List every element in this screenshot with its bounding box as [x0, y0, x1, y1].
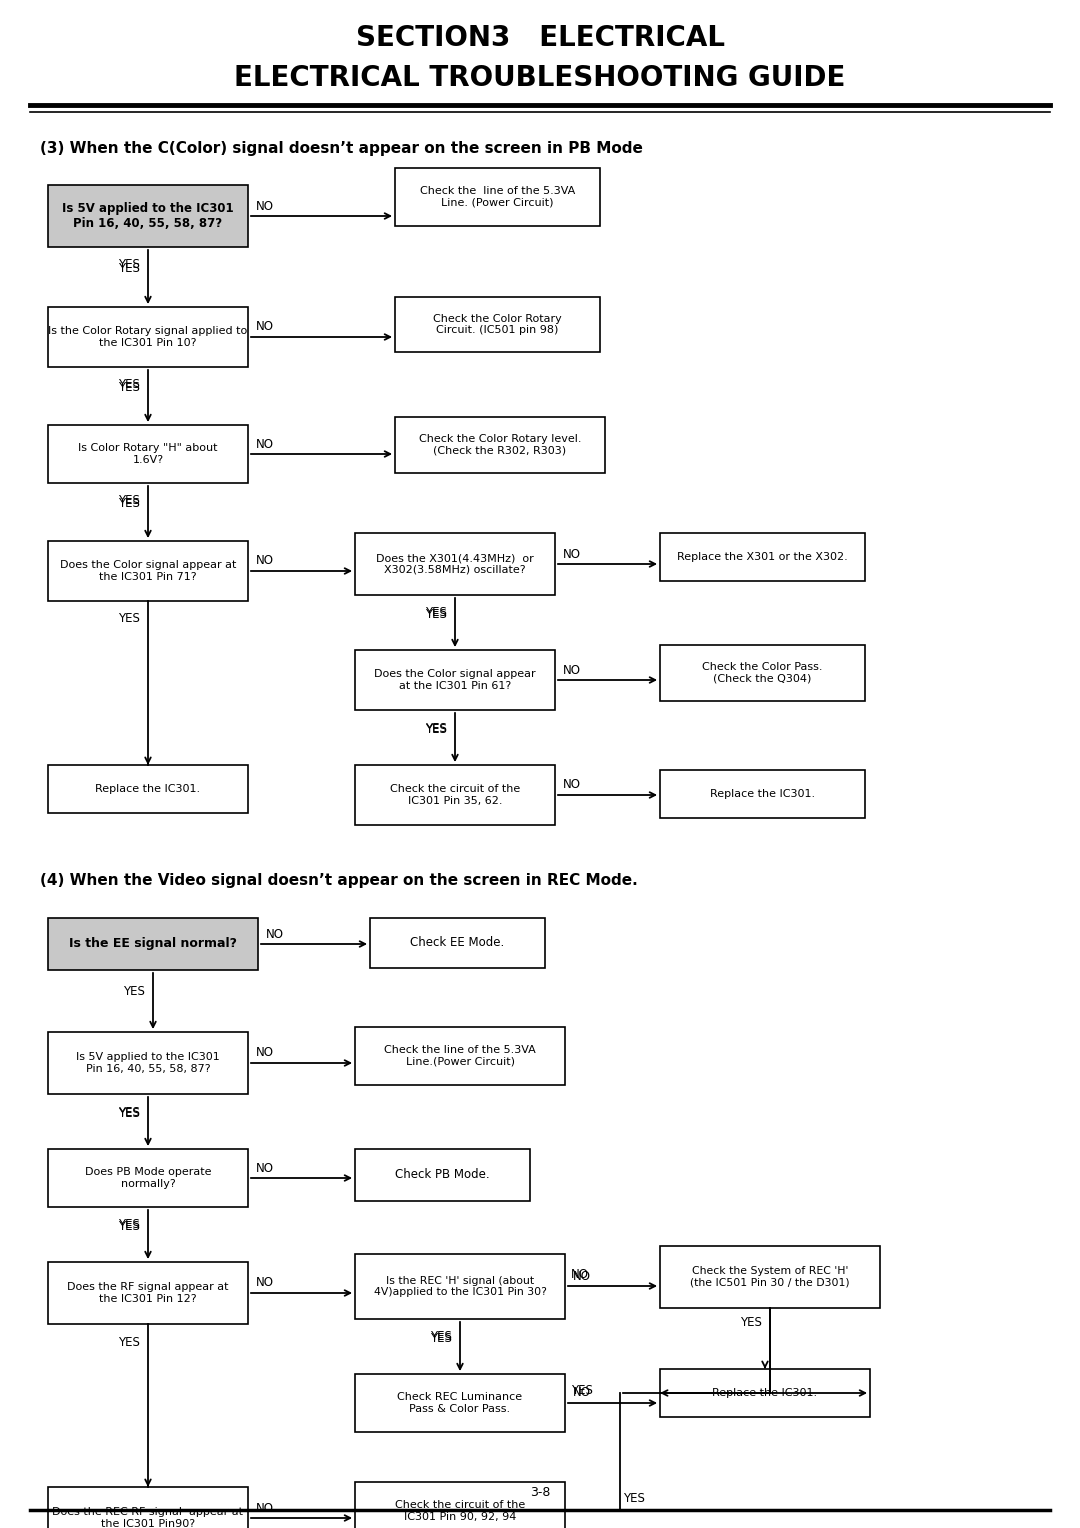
Bar	[395, 168, 600, 226]
Bar	[48, 185, 248, 248]
Text: (3) When the C(Color) signal doesn’t appear on the screen in PB Mode: (3) When the C(Color) signal doesn’t app…	[40, 141, 643, 156]
Text: NO: NO	[256, 200, 274, 212]
Bar	[660, 1245, 880, 1308]
Text: Replace the IC301.: Replace the IC301.	[710, 788, 815, 799]
Bar	[48, 1149, 248, 1207]
Text: NO: NO	[256, 321, 274, 333]
Text: YES: YES	[118, 1219, 140, 1233]
Text: NO: NO	[571, 1268, 589, 1280]
Bar	[660, 770, 865, 817]
Text: Replace the IC301.: Replace the IC301.	[713, 1387, 818, 1398]
Text: NO: NO	[256, 1161, 274, 1175]
Text: Check EE Mode.: Check EE Mode.	[410, 937, 504, 949]
Text: YES: YES	[571, 1384, 593, 1398]
Text: Is the REC 'H' signal (about
4V)applied to the IC301 Pin 30?: Is the REC 'H' signal (about 4V)applied …	[374, 1276, 546, 1297]
Text: NO: NO	[563, 663, 581, 677]
Text: Is the EE signal normal?: Is the EE signal normal?	[69, 938, 237, 950]
Text: Does PB Mode operate
normally?: Does PB Mode operate normally?	[84, 1167, 212, 1189]
Text: YES: YES	[430, 1332, 453, 1345]
Text: (4) When the Video signal doesn’t appear on the screen in REC Mode.: (4) When the Video signal doesn’t appear…	[40, 872, 638, 888]
Text: NO: NO	[256, 555, 274, 567]
Text: YES: YES	[123, 986, 145, 998]
Text: YES: YES	[426, 723, 447, 736]
Bar	[660, 645, 865, 701]
Text: YES: YES	[118, 495, 140, 507]
Bar	[355, 1149, 530, 1201]
Text: Replace the IC301.: Replace the IC301.	[95, 784, 201, 795]
Bar	[48, 1487, 248, 1528]
Bar	[355, 1254, 565, 1319]
Bar	[660, 533, 865, 581]
Text: YES: YES	[118, 258, 140, 272]
Text: YES: YES	[426, 721, 447, 735]
Text: Does the Color signal appear
at the IC301 Pin 61?: Does the Color signal appear at the IC30…	[374, 669, 536, 691]
Bar	[355, 1374, 565, 1432]
Text: YES: YES	[118, 497, 140, 510]
Bar	[395, 296, 600, 351]
Bar	[48, 307, 248, 367]
Bar	[48, 1031, 248, 1094]
Text: NO: NO	[256, 437, 274, 451]
Text: Check the line of the 5.3VA
Line.(Power Circuit): Check the line of the 5.3VA Line.(Power …	[384, 1045, 536, 1067]
Text: Check the circuit of the
IC301 Pin 35, 62.: Check the circuit of the IC301 Pin 35, 6…	[390, 784, 521, 805]
Text: NO: NO	[256, 1502, 274, 1514]
Bar	[48, 1262, 248, 1323]
Text: YES: YES	[118, 261, 140, 275]
Text: YES: YES	[426, 608, 447, 620]
Text: Does the REC RF signal  appear at
the IC301 Pin90?: Does the REC RF signal appear at the IC3…	[53, 1507, 243, 1528]
Bar	[660, 1369, 870, 1416]
Text: YES: YES	[426, 607, 447, 619]
Text: Does the RF signal appear at
the IC301 Pin 12?: Does the RF signal appear at the IC301 P…	[67, 1282, 229, 1303]
Text: Check the System of REC 'H'
(the IC501 Pin 30 / the D301): Check the System of REC 'H' (the IC501 P…	[690, 1267, 850, 1288]
Bar	[355, 649, 555, 711]
Text: SECTION3   ELECTRICAL: SECTION3 ELECTRICAL	[355, 24, 725, 52]
Text: Is Color Rotary "H" about
1.6V?: Is Color Rotary "H" about 1.6V?	[78, 443, 218, 465]
Text: Check REC Luminance
Pass & Color Pass.: Check REC Luminance Pass & Color Pass.	[397, 1392, 523, 1413]
Text: YES: YES	[118, 1106, 140, 1120]
Text: YES: YES	[740, 1317, 762, 1329]
Text: NO: NO	[563, 778, 581, 792]
Bar	[355, 1027, 565, 1085]
Text: YES: YES	[118, 380, 140, 394]
Text: Does the X301(4.43MHz)  or
X302(3.58MHz) oscillate?: Does the X301(4.43MHz) or X302(3.58MHz) …	[376, 553, 534, 575]
Bar	[48, 918, 258, 970]
Text: NO: NO	[573, 1386, 591, 1400]
Text: 3-8: 3-8	[530, 1487, 550, 1499]
Text: YES: YES	[430, 1331, 453, 1343]
Bar	[48, 766, 248, 813]
Text: Is 5V applied to the IC301
Pin 16, 40, 55, 58, 87?: Is 5V applied to the IC301 Pin 16, 40, 5…	[63, 202, 233, 231]
Text: Is 5V applied to the IC301
Pin 16, 40, 55, 58, 87?: Is 5V applied to the IC301 Pin 16, 40, 5…	[76, 1053, 220, 1074]
Text: NO: NO	[256, 1047, 274, 1059]
Text: Is the Color Rotary signal applied to
the IC301 Pin 10?: Is the Color Rotary signal applied to th…	[49, 325, 247, 348]
Text: Replace the X301 or the X302.: Replace the X301 or the X302.	[677, 552, 848, 562]
Text: Does the Color signal appear at
the IC301 Pin 71?: Does the Color signal appear at the IC30…	[59, 561, 237, 582]
Bar	[355, 1482, 565, 1528]
Text: YES: YES	[118, 1218, 140, 1232]
Text: Check the Color Pass.
(Check the Q304): Check the Color Pass. (Check the Q304)	[702, 662, 823, 685]
Text: Check the Color Rotary level.
(Check the R302, R303): Check the Color Rotary level. (Check the…	[419, 434, 581, 455]
Text: NO: NO	[563, 547, 581, 561]
Bar	[355, 766, 555, 825]
Text: YES: YES	[118, 379, 140, 391]
Text: Check the Color Rotary
Circuit. (IC501 pin 98): Check the Color Rotary Circuit. (IC501 p…	[433, 313, 562, 335]
Bar	[370, 918, 545, 969]
Text: YES: YES	[623, 1493, 645, 1505]
Text: YES: YES	[118, 1335, 140, 1349]
Text: NO: NO	[266, 927, 284, 941]
Text: NO: NO	[573, 1270, 591, 1282]
Bar	[355, 533, 555, 594]
Text: Check the  line of the 5.3VA
Line. (Power Circuit): Check the line of the 5.3VA Line. (Power…	[420, 186, 576, 208]
Text: NO: NO	[256, 1276, 274, 1290]
Text: ELECTRICAL TROUBLESHOOTING GUIDE: ELECTRICAL TROUBLESHOOTING GUIDE	[234, 64, 846, 92]
Text: YES: YES	[118, 613, 140, 625]
Text: YES: YES	[118, 1105, 140, 1118]
Bar	[48, 541, 248, 601]
Bar	[48, 425, 248, 483]
Text: Check PB Mode.: Check PB Mode.	[395, 1169, 490, 1181]
Bar	[395, 417, 605, 474]
Text: Check the circuit of the
IC301 Pin 90, 92, 94: Check the circuit of the IC301 Pin 90, 9…	[395, 1500, 525, 1522]
